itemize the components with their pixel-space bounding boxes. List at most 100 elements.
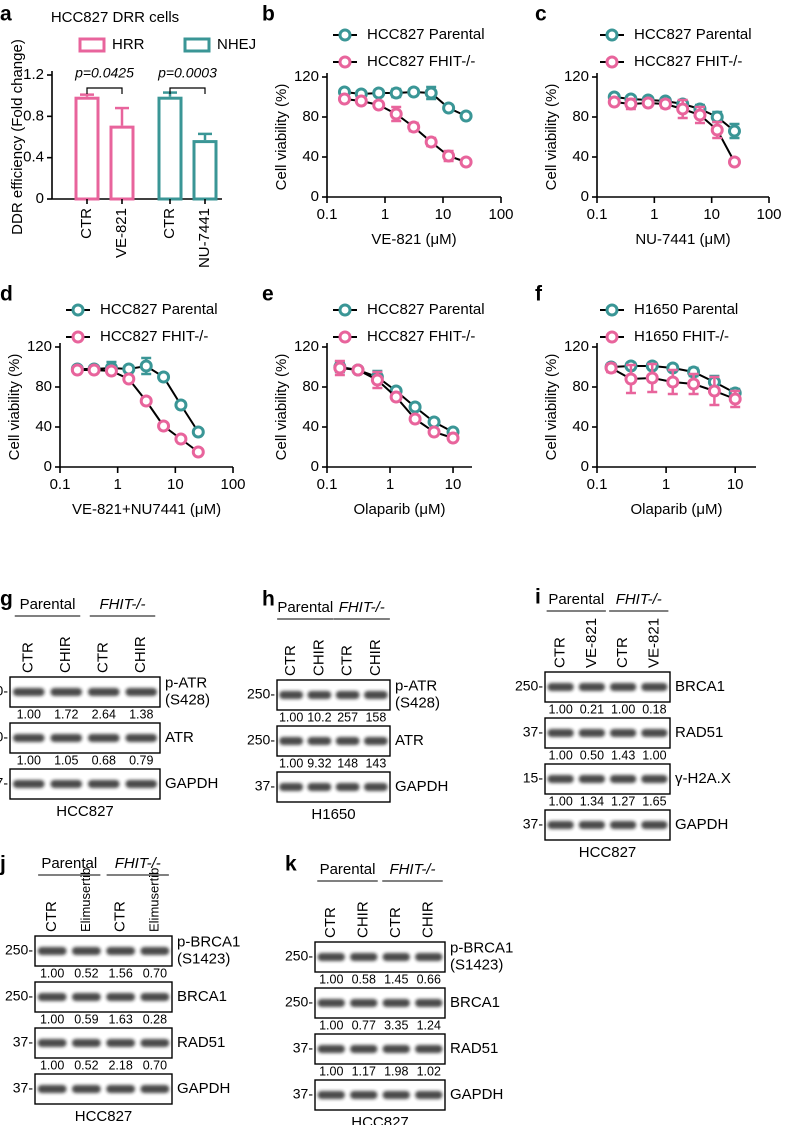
blot-band	[547, 683, 574, 691]
blot-band	[88, 734, 120, 742]
quantification: 1.98	[384, 1064, 408, 1078]
lane-label: Elimusertib	[146, 868, 161, 932]
quantification: 1.00	[319, 1064, 343, 1078]
legend-label: HCC827 Parental	[634, 26, 752, 43]
quantification: 0.52	[74, 1058, 98, 1072]
blot-band	[71, 1085, 101, 1093]
quantification: 1.24	[417, 1018, 441, 1032]
blot-band	[610, 683, 637, 691]
blot-band	[125, 780, 157, 788]
group-label: FHIT-/-	[339, 599, 385, 616]
cell-line-label: HCC827	[56, 803, 114, 820]
bar	[74, 96, 100, 201]
lane-label: CHIR	[57, 636, 74, 673]
quantification: 1.56	[108, 966, 132, 980]
group-label: Parental	[548, 591, 604, 608]
blot-band	[547, 729, 574, 737]
bar	[157, 96, 183, 201]
blot-band	[415, 1091, 443, 1099]
blot-band	[71, 1039, 101, 1047]
quantification: 1.00	[319, 972, 343, 986]
blot-band	[364, 783, 388, 791]
data-point	[442, 149, 456, 163]
quantification: 1.43	[611, 748, 635, 762]
quantification: 1.17	[352, 1064, 376, 1078]
y-tick-label: 80	[302, 378, 319, 395]
group-label: FHIT-/-	[99, 596, 145, 613]
data-point	[676, 102, 690, 116]
legend-marker	[338, 55, 352, 69]
y-tick-label: 1.2	[23, 66, 44, 83]
quantification: 1.00	[279, 710, 303, 724]
data-point	[727, 124, 741, 138]
data-point	[157, 419, 171, 433]
blot-band	[641, 729, 668, 737]
blot-band	[37, 1039, 67, 1047]
legend-label: HCC827 Parental	[100, 301, 218, 318]
blot-band	[578, 821, 605, 829]
cell-line-label: HCC827	[579, 844, 637, 861]
protein-label: GAPDH	[675, 816, 728, 833]
x-tick-label: 0.1	[50, 476, 71, 493]
legend-label: HCC827 FHIT-/-	[634, 53, 742, 70]
blot-band	[350, 1091, 378, 1099]
quantification: 1.65	[642, 794, 666, 808]
blot-band	[13, 780, 45, 788]
legend-label: H1650 Parental	[634, 301, 738, 318]
blot-band	[307, 783, 332, 791]
data-point	[624, 97, 638, 111]
x-tick-label: 10	[727, 476, 744, 493]
blot-band	[71, 947, 101, 955]
blot-band	[364, 691, 388, 699]
y-tick-label: 40	[572, 148, 589, 165]
blot-band	[335, 691, 360, 699]
data-point	[666, 375, 680, 389]
protein-label: RAD51	[675, 724, 723, 741]
data-point	[424, 86, 438, 100]
data-point	[658, 97, 672, 111]
significance-bracket	[86, 87, 123, 94]
p-value: p=0.0003	[157, 65, 217, 81]
x-tick-label: 10	[703, 206, 720, 223]
group-label: Parental	[20, 596, 76, 613]
blot-band	[317, 1045, 345, 1053]
data-point	[710, 110, 724, 124]
panel-letter: c	[535, 3, 547, 26]
x-axis-label: VE-821 (μM)	[371, 231, 456, 248]
x-tick-label: CTR	[78, 208, 95, 239]
x-tick-label: CTR	[161, 208, 178, 239]
quantification: 0.70	[143, 966, 167, 980]
data-point	[645, 371, 659, 385]
lane-label: Elimusertib	[78, 868, 93, 932]
size-marker: 37-	[293, 1086, 314, 1102]
legend-label: NHEJ	[217, 36, 256, 53]
quantification: 1.00	[611, 702, 635, 716]
legend-marker	[338, 303, 352, 317]
data-point	[727, 155, 741, 169]
blot-band	[307, 737, 332, 745]
quantification: 0.77	[352, 1018, 376, 1032]
lane-label: CTR	[282, 645, 299, 676]
y-tick-label: 120	[294, 68, 319, 85]
blot-band	[317, 999, 345, 1007]
legend-marker	[338, 330, 352, 344]
x-tick-label: 0.1	[587, 476, 608, 493]
blot-band	[382, 1045, 410, 1053]
data-point	[624, 372, 638, 386]
legend-marker	[71, 303, 85, 317]
x-tick-label: 100	[220, 476, 245, 493]
data-point	[693, 108, 707, 122]
x-tick-label: NU-7441	[196, 208, 213, 268]
lane-label: CHIR	[367, 639, 384, 676]
data-point	[174, 398, 188, 412]
data-point	[87, 363, 101, 377]
protein-label: p-BRCA1	[177, 933, 240, 950]
quantification: 1.00	[40, 966, 64, 980]
quantification: 2.64	[92, 707, 116, 721]
data-point	[370, 373, 384, 387]
x-tick-label: 10	[167, 476, 184, 493]
blot-band	[578, 683, 605, 691]
quantification: 2.18	[108, 1058, 132, 1072]
legend-marker	[71, 330, 85, 344]
